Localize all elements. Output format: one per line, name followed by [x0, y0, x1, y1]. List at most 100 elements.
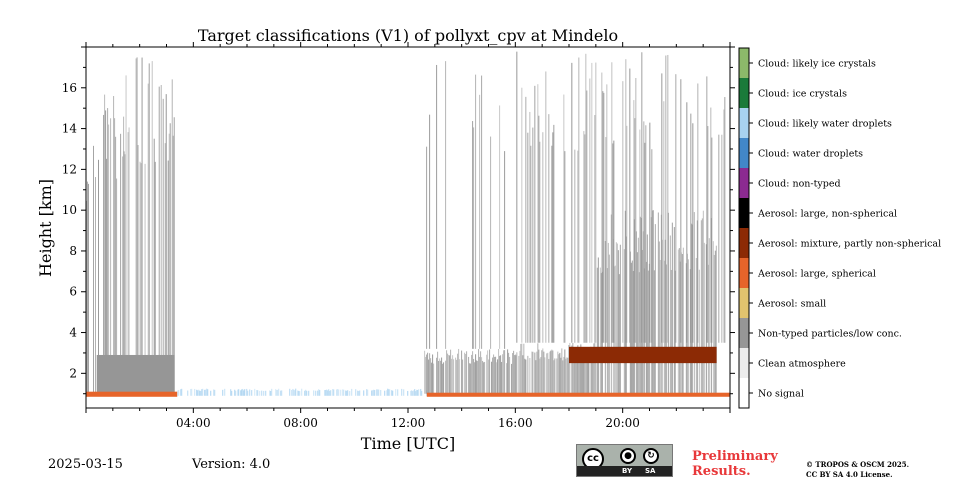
- class-streak: [374, 390, 376, 396]
- class-streak: [241, 389, 243, 396]
- class-streak: [124, 154, 126, 396]
- class-streak: [330, 390, 332, 396]
- class-streak: [242, 388, 244, 396]
- class-streak: [564, 349, 566, 394]
- class-streak: [476, 360, 478, 394]
- class-streak: [705, 244, 707, 394]
- class-streak: [441, 357, 443, 394]
- class-streak: [674, 270, 676, 394]
- class-streak: [347, 390, 349, 396]
- class-streak: [522, 355, 524, 394]
- class-streak: [667, 54, 669, 343]
- legend-label: Cloud: likely ice crystals: [758, 59, 876, 70]
- legend-label: Non-typed particles/low conc.: [758, 329, 902, 340]
- class-streak: [512, 353, 514, 394]
- legend-label: Aerosol: small: [757, 299, 826, 310]
- class-streak: [611, 62, 613, 343]
- class-streak: [578, 57, 580, 343]
- class-streak: [213, 389, 215, 396]
- class-streak: [538, 115, 540, 343]
- class-streak: [624, 210, 626, 394]
- class-streak: [724, 97, 726, 343]
- class-streak: [712, 241, 714, 394]
- class-streak: [455, 357, 457, 394]
- class-streak: [210, 390, 212, 396]
- class-streak: [689, 269, 691, 394]
- class-streak: [669, 235, 671, 394]
- class-streak: [494, 356, 496, 394]
- class-streak: [584, 134, 586, 343]
- class-streak: [412, 391, 414, 396]
- class-streak: [595, 348, 597, 394]
- class-streak: [565, 358, 567, 394]
- class-streak: [677, 249, 679, 394]
- class-streak: [332, 389, 334, 396]
- class-streak: [325, 389, 327, 396]
- class-streak: [715, 245, 717, 394]
- class-streak: [521, 343, 523, 394]
- class-streak: [487, 350, 489, 394]
- class-streak: [617, 250, 619, 394]
- class-streak: [626, 125, 628, 343]
- class-streak: [197, 390, 199, 396]
- class-streak: [295, 388, 297, 396]
- class-streak: [509, 356, 511, 394]
- class-streak: [508, 352, 510, 394]
- class-streak: [357, 390, 359, 396]
- class-streak: [484, 361, 486, 394]
- class-streak: [349, 391, 351, 396]
- class-streak: [643, 268, 645, 394]
- class-streak: [299, 391, 301, 396]
- class-streak: [707, 126, 709, 343]
- class-streak: [479, 356, 481, 394]
- y-tick-label: 16: [62, 81, 77, 95]
- class-streak: [637, 237, 639, 394]
- class-streak: [432, 354, 434, 394]
- class-streak: [481, 75, 483, 349]
- class-streak: [539, 141, 541, 343]
- class-streak: [516, 352, 518, 394]
- class-streak: [527, 132, 529, 343]
- class-streak: [631, 260, 633, 394]
- class-streak: [436, 357, 438, 394]
- class-streak: [448, 354, 450, 394]
- class-streak: [697, 83, 699, 343]
- legend-swatch: [739, 138, 749, 168]
- class-streak: [471, 354, 473, 394]
- class-streak: [251, 390, 253, 396]
- class-streak: [514, 355, 516, 394]
- class-streak: [363, 390, 365, 396]
- class-streak: [710, 218, 712, 394]
- class-streak: [551, 145, 553, 343]
- class-region-fill: [569, 346, 717, 364]
- class-streak: [520, 343, 522, 394]
- class-streak: [721, 134, 723, 343]
- class-streak: [181, 388, 183, 396]
- class-region: [516, 51, 726, 343]
- class-region-fill: [86, 391, 178, 397]
- class-streak: [501, 361, 503, 394]
- class-streak: [235, 390, 237, 396]
- class-streak: [551, 349, 553, 394]
- class-streak: [673, 227, 675, 394]
- class-streak: [462, 359, 464, 394]
- class-streak: [531, 351, 533, 394]
- class-streak: [714, 250, 716, 394]
- class-streak: [536, 351, 538, 394]
- class-streak: [594, 342, 596, 394]
- legend-swatch: [739, 168, 749, 198]
- class-streak: [575, 358, 577, 394]
- class-streak: [548, 114, 550, 343]
- class-streak: [702, 210, 704, 394]
- preliminary-line2: Results.: [692, 464, 751, 479]
- copyright-line1: © TROPOS & OSCM 2025.: [806, 460, 910, 469]
- class-streak: [457, 353, 459, 394]
- class-streak: [346, 390, 348, 396]
- class-streak: [586, 353, 588, 394]
- by-person-icon: ●: [620, 448, 636, 464]
- class-streak: [574, 351, 576, 394]
- class-streak: [317, 390, 319, 396]
- y-axis-label: Height [km]: [36, 179, 55, 277]
- class-streak: [635, 78, 637, 343]
